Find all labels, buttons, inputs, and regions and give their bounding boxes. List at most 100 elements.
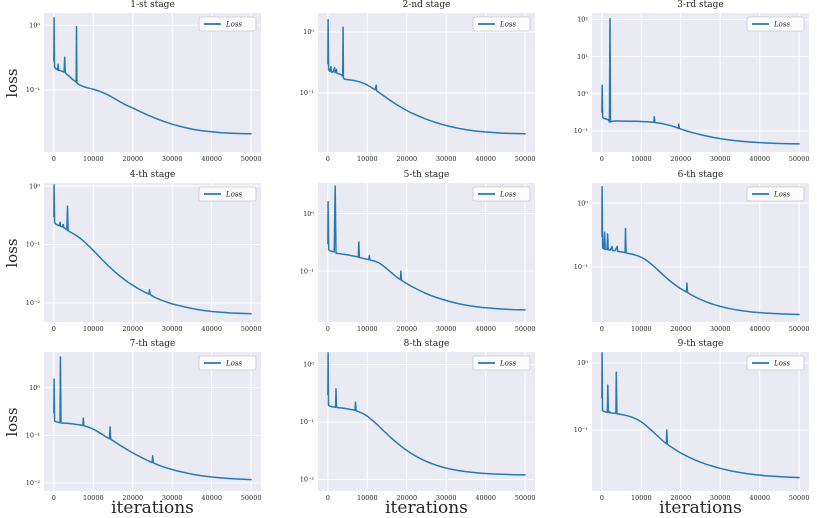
x-tick-label: 10000 xyxy=(83,155,104,163)
legend-label: Loss xyxy=(499,21,516,29)
y-tick-label: 10⁰ xyxy=(29,22,40,30)
x-tick-label: 30000 xyxy=(436,155,457,163)
loss-plot-stage-3: 0 10000 20000 30000 40000 50000 10² 10¹ 10⁰ 10⁻¹ L… xyxy=(574,13,809,163)
subplot-title-6: 6-th stage xyxy=(677,170,724,180)
x-tick-label: 20000 xyxy=(670,325,691,333)
legend: Loss xyxy=(472,186,531,202)
x-tick-label: 30000 xyxy=(162,325,183,333)
x-tick-label: 30000 xyxy=(436,325,457,333)
x-tick-label: 10000 xyxy=(631,494,652,502)
xlabel-col-3: iterations xyxy=(659,498,742,518)
legend-label: Loss xyxy=(225,21,242,29)
x-tick-label: 10000 xyxy=(357,155,378,163)
subplot-title-1: 1-st stage xyxy=(130,0,175,10)
x-tick-label: 40000 xyxy=(475,494,496,502)
x-tick-label: 50000 xyxy=(789,494,810,502)
y-tick-label: 10⁰ xyxy=(577,90,588,98)
subplot-title-4: 4-th stage xyxy=(129,170,176,180)
loss-plot-stage-1: 0 10000 20000 30000 40000 50000 10⁰ 10⁻¹ Loss xyxy=(26,13,261,163)
y-tick-label: 10⁰ xyxy=(303,28,314,36)
x-tick-label: 50000 xyxy=(241,325,262,333)
subplot-title-5: 5-th stage xyxy=(403,170,450,180)
y-tick-label: 10⁻¹ xyxy=(26,432,41,440)
x-tick-label: 50000 xyxy=(241,494,262,502)
subplot-title-2: 2-nd stage xyxy=(402,0,451,10)
x-tick-label: 10000 xyxy=(83,494,104,502)
y-tick-label: 10⁻¹ xyxy=(574,263,589,271)
y-tick-label: 10⁰ xyxy=(303,361,314,369)
loss-plot-stage-2: 0 10000 20000 30000 40000 50000 10⁰ 10⁻¹ Loss xyxy=(300,13,535,163)
ylabel-row-1: loss xyxy=(3,67,21,98)
x-tick-label: 20000 xyxy=(122,494,143,502)
x-tick-label: 20000 xyxy=(396,494,417,502)
y-tick-label: 10⁻¹ xyxy=(26,241,41,249)
y-tick-label: 10⁻² xyxy=(26,299,41,307)
y-tick-label: 10¹ xyxy=(577,53,588,61)
x-tick-label: 40000 xyxy=(475,325,496,333)
legend-label: Loss xyxy=(773,191,790,199)
loss-plot-stage-6: 0 10000 20000 30000 40000 50000 10⁰ 10⁻¹ Loss xyxy=(574,183,809,333)
y-tick-label: 10⁻¹ xyxy=(574,127,589,135)
x-tick-label: 30000 xyxy=(710,155,731,163)
legend: Loss xyxy=(746,186,805,202)
x-tick-label: 40000 xyxy=(475,155,496,163)
x-tick-label: 0 xyxy=(600,155,604,163)
x-tick-label: 20000 xyxy=(670,494,691,502)
x-tick-label: 20000 xyxy=(122,155,143,163)
x-tick-label: 0 xyxy=(326,494,330,502)
legend-label: Loss xyxy=(499,191,516,199)
legend-label: Loss xyxy=(773,21,790,29)
subplot-title-8: 8-th stage xyxy=(403,339,450,349)
subplot-title-9: 9-th stage xyxy=(677,339,724,349)
x-tick-label: 0 xyxy=(52,325,56,333)
x-tick-label: 40000 xyxy=(749,494,770,502)
legend: Loss xyxy=(746,355,805,371)
y-tick-label: 10⁰ xyxy=(29,384,40,392)
x-tick-label: 30000 xyxy=(436,494,457,502)
y-tick-label: 10⁰ xyxy=(303,210,314,218)
ylabel-row-3: loss xyxy=(3,406,21,437)
loss-plot-stage-7: 0 10000 20000 30000 40000 50000 10⁰ 10⁻¹ 10⁻² Los… xyxy=(26,352,261,502)
x-tick-label: 50000 xyxy=(789,325,810,333)
loss-plot-stage-8: 0 10000 20000 30000 40000 50000 10⁰ 10⁻¹ 10⁻² Los… xyxy=(300,352,535,502)
x-tick-label: 20000 xyxy=(670,155,691,163)
loss-plot-stage-9: 0 10000 20000 30000 40000 50000 10⁰ 10⁻¹ Loss xyxy=(574,352,809,502)
x-tick-label: 50000 xyxy=(241,155,262,163)
x-tick-label: 30000 xyxy=(162,494,183,502)
x-tick-label: 0 xyxy=(52,494,56,502)
x-tick-label: 10000 xyxy=(357,494,378,502)
subplot-title-3: 3-rd stage xyxy=(677,0,724,10)
y-tick-label: 10⁰ xyxy=(29,182,40,190)
x-tick-label: 10000 xyxy=(631,325,652,333)
x-tick-label: 30000 xyxy=(710,325,731,333)
x-tick-label: 20000 xyxy=(396,325,417,333)
legend-label: Loss xyxy=(499,360,516,368)
y-tick-label: 10⁰ xyxy=(577,359,588,367)
y-tick-label: 10⁻¹ xyxy=(574,426,589,434)
xlabel-col-2: iterations xyxy=(385,498,468,518)
x-tick-label: 40000 xyxy=(201,325,222,333)
x-tick-label: 20000 xyxy=(396,155,417,163)
x-tick-label: 50000 xyxy=(515,494,536,502)
x-tick-label: 40000 xyxy=(749,155,770,163)
x-tick-label: 40000 xyxy=(201,155,222,163)
y-tick-label: 10⁻¹ xyxy=(300,89,315,97)
y-tick-label: 10⁻¹ xyxy=(26,86,41,94)
legend-label: Loss xyxy=(225,360,242,368)
legend: Loss xyxy=(198,186,257,202)
x-tick-label: 40000 xyxy=(749,325,770,333)
loss-plot-stage-4: 0 10000 20000 30000 40000 50000 10⁰ 10⁻¹ 10⁻² Los… xyxy=(26,182,262,333)
legend: Loss xyxy=(198,16,257,32)
x-tick-label: 10000 xyxy=(631,155,652,163)
loss-plot-stage-5: 0 10000 20000 30000 40000 50000 10⁰ 10⁻¹ Loss xyxy=(300,183,535,333)
x-tick-label: 50000 xyxy=(789,155,810,163)
y-tick-label: 10⁻¹ xyxy=(300,418,315,426)
legend-label: Loss xyxy=(225,191,242,199)
x-tick-label: 0 xyxy=(52,155,56,163)
y-tick-label: 10² xyxy=(577,16,588,24)
y-tick-label: 10⁻² xyxy=(26,479,41,487)
x-tick-label: 10000 xyxy=(357,325,378,333)
legend: Loss xyxy=(472,16,531,32)
x-tick-label: 20000 xyxy=(122,325,143,333)
